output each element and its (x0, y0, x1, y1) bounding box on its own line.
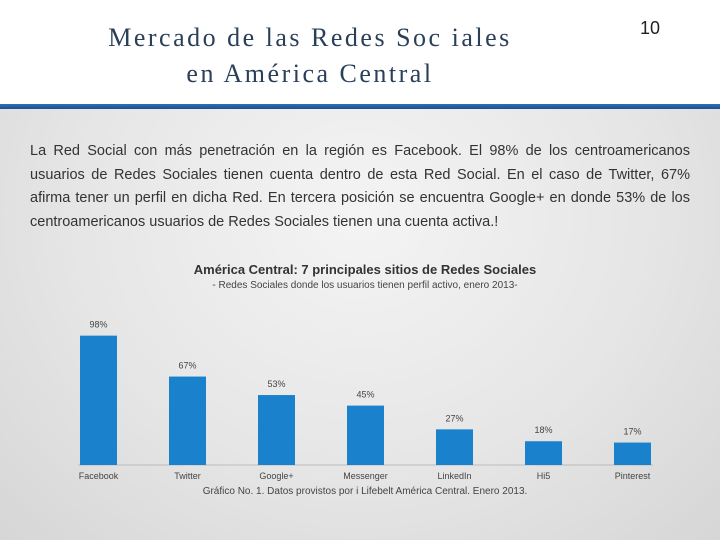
page-number: 10 (640, 18, 661, 38)
bar-hi5 (525, 441, 562, 465)
category-label: Google+ (259, 471, 293, 481)
intro-paragraph: La Red Social con más penetración en la … (30, 143, 690, 230)
bar-pinterest (614, 442, 651, 465)
category-label: LinkedIn (437, 471, 471, 481)
bar-twitter (169, 376, 206, 465)
chart-title: América Central: 7 principales sitios de… (193, 262, 537, 277)
slide-title: Mercado de las Redes Soc iales en Améric… (60, 20, 560, 92)
category-label: Pinterest (615, 471, 651, 481)
data-label: 67% (178, 361, 196, 371)
slide-header (0, 0, 720, 104)
category-label: Messenger (343, 471, 388, 481)
bar-messenger (347, 405, 384, 465)
data-label: 17% (623, 427, 641, 437)
category-label: Facebook (79, 471, 119, 481)
bar-linkedin (436, 429, 473, 465)
slide-title-line1: Mercado de las Redes Soc iales (108, 23, 512, 52)
bar-google- (258, 395, 295, 465)
category-label: Twitter (174, 471, 201, 481)
data-label: 53% (267, 379, 285, 389)
data-label: 27% (445, 413, 463, 423)
data-label: 45% (356, 390, 374, 400)
header-divider (0, 104, 720, 109)
slide-title-line2: en América Central (186, 59, 434, 88)
category-label: Hi5 (537, 471, 551, 481)
data-label: 18% (534, 425, 552, 435)
chart-caption: Gráfico No. 1. Datos provistos por i Lif… (202, 486, 528, 497)
bar-facebook (80, 335, 117, 465)
chart-subtitle: - Redes Sociales donde los usuarios tien… (212, 280, 518, 291)
data-label: 98% (89, 320, 107, 330)
